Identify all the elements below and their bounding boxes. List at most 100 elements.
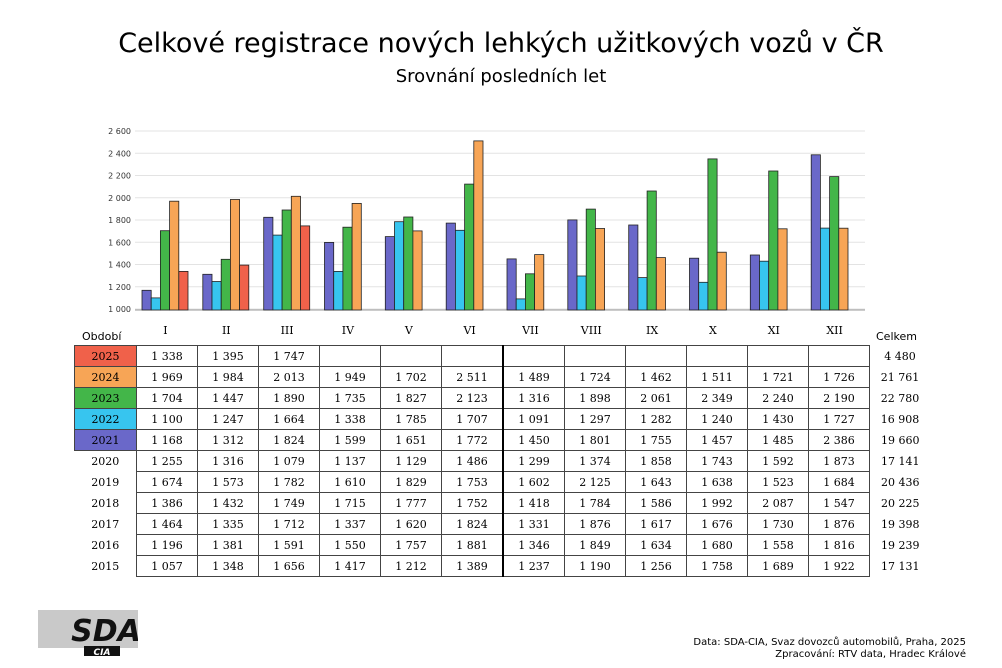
table-cell: 1 079 — [258, 450, 320, 472]
table-cell: 1 346 — [502, 534, 565, 556]
total-header: Celkem — [876, 330, 917, 343]
bar-2024-III — [290, 195, 301, 311]
table-cell: 1 984 — [197, 366, 259, 388]
bar-2024-XII — [838, 227, 849, 311]
bar-2021-VI — [445, 222, 456, 311]
table-cell: 1 247 — [197, 408, 259, 430]
x-tick-label: X — [709, 324, 717, 337]
table-cell: 1 757 — [380, 534, 442, 556]
bar-2024-XI — [777, 228, 788, 311]
table-cell: 1 724 — [564, 366, 626, 388]
table-cell — [808, 345, 870, 367]
year-label: 2015 — [91, 559, 120, 573]
bar-2025-III — [300, 225, 311, 311]
year-label: 2025 — [74, 345, 137, 367]
table-cell: 1 297 — [564, 408, 626, 430]
table-cell: 2 240 — [747, 387, 809, 409]
table-cell: 1 610 — [319, 471, 381, 493]
bar-2023-XI — [768, 170, 779, 311]
bar-2022-I — [150, 297, 161, 311]
row-total: 22 780 — [880, 391, 920, 405]
year-label: 2024 — [74, 366, 137, 388]
table-cell: 1 827 — [380, 387, 442, 409]
period-header: Období — [82, 330, 122, 343]
year-label: 2020 — [91, 454, 120, 468]
table-cell: 1 374 — [564, 450, 626, 472]
table-cell: 1 664 — [258, 408, 320, 430]
table-cell: 1 680 — [686, 534, 748, 556]
table-cell: 1 602 — [502, 471, 565, 493]
table-cell: 1 395 — [197, 345, 259, 367]
table-cell: 2 061 — [625, 387, 687, 409]
table-cell: 1 684 — [808, 471, 870, 493]
y-tick-label: 2 000 — [108, 194, 131, 203]
table-cell: 1 747 — [258, 345, 320, 367]
bar-2024-V — [412, 230, 423, 311]
table-cell: 1 651 — [380, 429, 442, 451]
table-cell: 1 237 — [502, 555, 565, 577]
year-label: 2022 — [74, 408, 137, 430]
bar-2021-XII — [810, 154, 821, 311]
table-cell — [502, 345, 565, 367]
row-total: 21 761 — [880, 370, 920, 384]
table-cell: 1 129 — [380, 450, 442, 472]
row-total: 4 480 — [884, 349, 916, 363]
sda-logo: SDA CIA — [38, 610, 141, 658]
bar-2024-II — [229, 199, 240, 311]
table-row: 2019 1 674 1 573 1 782 1 610 1 829 1 753 1 602 2… — [75, 471, 931, 493]
table-cell: 1 743 — [686, 450, 748, 472]
bar-2023-V — [403, 216, 414, 311]
y-tick-label: 1 800 — [108, 216, 131, 225]
row-total: 19 239 — [881, 538, 920, 552]
table-cell: 1 634 — [625, 534, 687, 556]
table-cell: 1 299 — [502, 450, 565, 472]
table-cell — [747, 345, 809, 367]
table-cell: 1 707 — [441, 408, 504, 430]
table-cell: 1 486 — [441, 450, 504, 472]
bar-2023-VI — [464, 183, 475, 311]
y-tick-label: 2 200 — [108, 172, 131, 181]
table-cell: 1 749 — [258, 492, 320, 514]
bar-2022-VIII — [576, 275, 587, 311]
table-cell: 1 715 — [319, 492, 381, 514]
table-cell: 1 447 — [197, 387, 259, 409]
table-cell: 1 573 — [197, 471, 259, 493]
x-tick-label: VII — [521, 324, 539, 337]
table-cell: 1 316 — [502, 387, 565, 409]
table-cell: 1 784 — [564, 492, 626, 514]
row-total: 19 660 — [881, 433, 920, 447]
table-cell: 2 349 — [686, 387, 748, 409]
table-cell — [319, 345, 381, 367]
table-cell: 1 721 — [747, 366, 809, 388]
chart-subtitle: Srovnání posledních let — [395, 66, 607, 87]
table-cell: 1 753 — [441, 471, 504, 493]
bar-2022-IX — [637, 277, 648, 311]
table-cell: 1 450 — [502, 429, 565, 451]
table-cell: 1 617 — [625, 513, 687, 535]
bar-chart: 1 000 1 200 1 400 1 600 1 800 2 000 2 200 2 400… — [108, 127, 865, 337]
table-cell: 1 735 — [319, 387, 381, 409]
row-total: 20 225 — [881, 496, 920, 510]
table-cell: 1 457 — [686, 429, 748, 451]
table-cell: 1 829 — [380, 471, 442, 493]
table-cell: 1 592 — [747, 450, 809, 472]
table-cell: 1 316 — [197, 450, 259, 472]
table-cell: 1 873 — [808, 450, 870, 472]
table-cell: 1 949 — [319, 366, 381, 388]
y-tick-label: 1 000 — [108, 305, 131, 314]
table-cell: 1 656 — [258, 555, 320, 577]
year-label: 2016 — [91, 538, 120, 552]
row-total: 17 141 — [881, 454, 920, 468]
table-row: 2025 1 338 1 395 1 747 4 480 — [74, 345, 931, 367]
table-cell: 2 123 — [441, 387, 504, 409]
processing-line: Zpracování: RTV data, Hradec Králové — [775, 649, 966, 660]
y-tick-label: 2 600 — [108, 127, 131, 136]
table-cell: 1 100 — [136, 408, 198, 430]
table-cell: 1 558 — [747, 534, 809, 556]
bar-2022-V — [394, 221, 405, 311]
table-cell: 1 752 — [441, 492, 504, 514]
table-cell: 1 674 — [136, 471, 198, 493]
table-row: 2021 1 168 1 312 1 824 1 599 1 651 1 772 1 450 1… — [74, 429, 931, 451]
x-tick-label: VIII — [580, 324, 602, 337]
bar-2023-XII — [829, 176, 840, 311]
